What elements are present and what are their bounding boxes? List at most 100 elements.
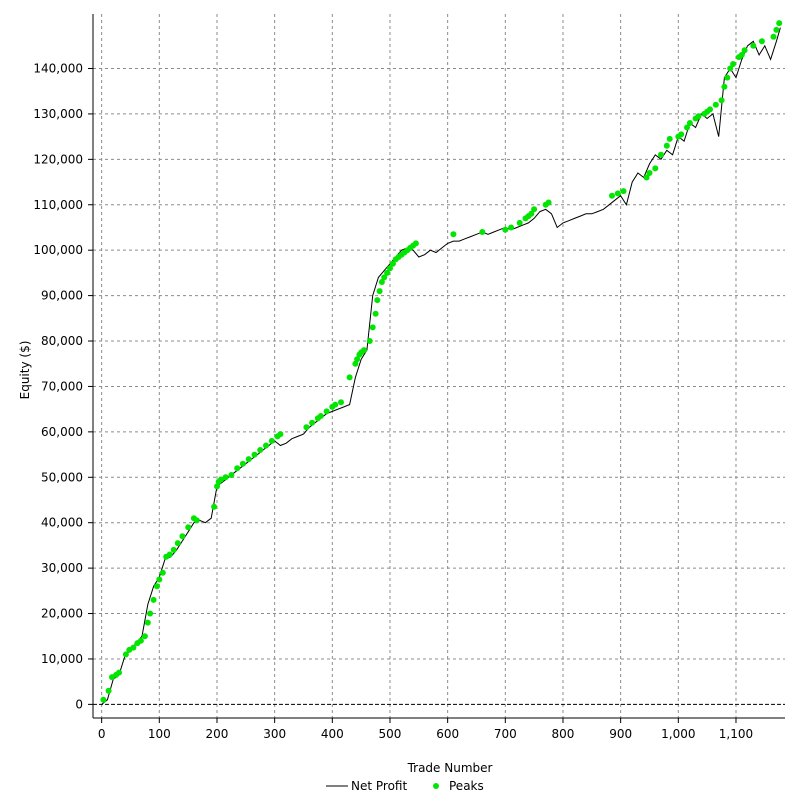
series-net-profit [101,27,781,705]
peak-point [508,224,515,231]
series-peaks [100,20,783,703]
peak-point [218,476,224,483]
peak-point [193,517,200,524]
grid [93,14,785,718]
peak-point [105,687,112,694]
peak-point [712,101,719,108]
x-tick-label: 200 [206,727,229,741]
peak-point [361,347,367,354]
x-tick-label: 600 [436,727,459,741]
peak-point [516,219,523,226]
peak-point [338,399,344,406]
peak-point [239,460,246,467]
peak-point [211,503,218,510]
x-axis-ticks: 0 100 200 300 400 500 600 700 800 900 1,000 1,100 [98,718,753,741]
peak-point [346,374,353,381]
peak-point [116,669,122,676]
y-tick-label: 60,000 [41,425,83,439]
peak-point [450,231,457,238]
peak-point [643,174,650,181]
peak-point [387,265,393,272]
peak-point [137,637,144,644]
y-axis-ticks: 0 10,000 20,000 30,000 40,000 50,000 60,000 70,… [33,62,93,711]
x-tick-label: 700 [494,727,517,741]
peak-point [130,644,137,651]
peak-point [374,297,381,304]
peak-point [773,26,780,33]
y-tick-label: 130,000 [33,107,83,121]
x-axis-title: Trade Number [407,761,493,775]
peak-point [147,610,154,617]
peak-point [658,151,664,158]
peak-point [758,38,765,45]
y-tick-label: 100,000 [33,243,83,257]
y-tick-label: 20,000 [41,607,83,621]
peak-point [412,240,419,247]
x-tick-label: 900 [609,727,632,741]
y-tick-label: 110,000 [33,198,83,212]
peak-point [528,210,535,217]
peak-point [268,437,275,444]
peak-point [730,61,737,67]
y-tick-label: 140,000 [33,62,83,76]
peak-point [620,188,627,195]
peak-point [718,97,725,104]
peak-point [170,546,177,553]
peak-point [185,524,192,531]
peak-point [222,474,229,481]
peak-point [309,419,316,426]
x-tick-label: 800 [552,727,575,741]
legend-net-profit-label: Net Profit [351,779,407,793]
peak-point [750,42,757,49]
peak-point [179,533,186,540]
peak-point [378,279,385,285]
x-tick-label: 300 [263,727,286,741]
axes [92,14,785,719]
peak-point [502,226,509,233]
peak-point [366,338,373,344]
peak-point [100,696,107,703]
y-tick-label: 80,000 [41,334,83,348]
peak-point [384,269,391,276]
legend-peaks-label: Peaks [449,779,484,793]
peak-point [317,413,324,419]
y-tick-label: 10,000 [41,652,83,666]
peak-point [150,596,157,603]
net-profit-line [101,27,781,705]
peak-point [245,456,252,463]
peak-point [144,619,151,626]
y-tick-label: 120,000 [33,152,83,166]
y-tick-label: 90,000 [41,289,83,303]
peak-point [741,47,748,54]
peak-point [228,472,235,478]
peak-point [738,51,745,58]
y-tick-label: 50,000 [41,470,83,484]
peak-point [376,288,383,295]
peak-point [721,83,728,90]
peak-point [652,165,659,172]
peak-point [727,65,734,72]
peak-point [352,360,359,367]
peak-point [166,551,173,558]
peak-point [354,356,361,363]
peak-point [686,120,693,126]
x-tick-label: 400 [321,727,344,741]
peak-point [154,583,160,590]
y-tick-label: 70,000 [41,379,83,393]
peak-point [609,192,615,199]
peak-point [381,274,388,281]
x-tick-label: 0 [98,727,106,741]
y-tick-label: 0 [75,697,83,711]
peak-point [332,401,339,408]
peak-point [277,431,284,438]
peak-point [141,633,148,640]
peak-point [614,190,621,197]
peak-point [684,124,690,131]
peak-point [707,106,713,113]
peak-point [303,424,310,431]
y-axis-title: Equity ($) [18,341,32,400]
peak-point [770,33,777,40]
peak-point [663,142,670,149]
